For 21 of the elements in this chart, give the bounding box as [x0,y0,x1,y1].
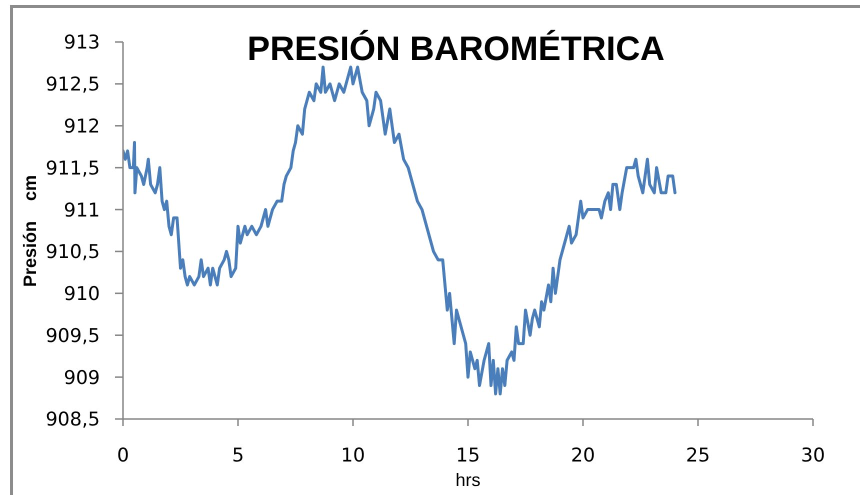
x-tick-label: 10 [340,444,366,466]
x-tick-label: 25 [686,444,710,466]
y-tick-label: 910,5 [46,241,100,264]
y-tick-label: 909 [64,366,100,389]
x-tick-label: 30 [800,444,826,466]
x-tick-label: 20 [570,444,596,466]
line-series [123,66,676,396]
x-tick-label: 15 [456,444,480,466]
y-axis-title: Presión cm [20,174,40,288]
y-tick-label: 911 [64,199,100,222]
y-tick-label: 910 [64,283,100,306]
x-tick-label: 0 [116,444,130,466]
y-tick-label: 911,5 [46,157,100,180]
y-tick-label: 909,5 [46,324,100,347]
y-tick-label: 913 [64,32,100,54]
y-tick-label: 912,5 [46,74,100,96]
chart-title: PRESIÓN BAROMÉTRICA [247,30,665,68]
x-tick-label: 5 [232,444,244,466]
y-tick-label: 908,5 [46,408,100,431]
y-tick-label: 912 [64,116,100,138]
x-axis-title: hrs [455,470,481,490]
